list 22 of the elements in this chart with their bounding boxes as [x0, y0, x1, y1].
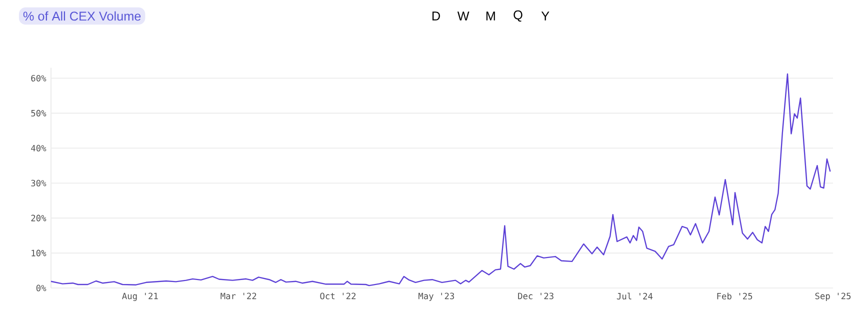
text: % of All CEX Volume [23, 11, 141, 21]
x-tick-label: Dec '23 [518, 292, 554, 300]
y-tick-label: 20% [31, 214, 46, 222]
text: Y [541, 12, 550, 20]
y-tick-label: 50% [31, 110, 46, 116]
x-tick-label: Jul '24 [616, 292, 653, 300]
line-series [50, 73, 831, 286]
y-tick-label: 40% [31, 144, 46, 152]
x-tick-label: Mar '22 [220, 292, 256, 300]
text: Q [514, 10, 522, 22]
y-tick-label: 30% [31, 180, 46, 186]
x-tick-label: Aug '21 [122, 292, 158, 302]
text: W [457, 12, 470, 20]
x-tick-label: Sep '25 [815, 292, 851, 301]
x-tick-label: Oct '22 [320, 292, 356, 300]
x-tick-label: May '23 [418, 292, 454, 301]
y-tick-label: 60% [31, 74, 46, 82]
y-tick-label: 10% [32, 250, 46, 256]
y-tick-label: 0% [36, 284, 46, 292]
x-tick-label: Feb '25 [717, 292, 752, 300]
text: D [432, 12, 440, 20]
text: M [486, 12, 495, 20]
